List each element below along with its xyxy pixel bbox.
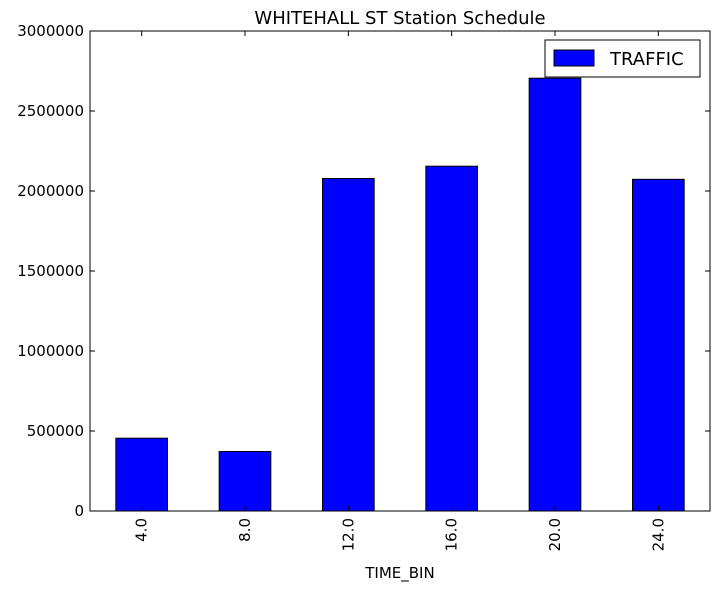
bar xyxy=(425,165,479,512)
y-tick-label: 500000 xyxy=(27,422,84,440)
y-tick-label: 1000000 xyxy=(17,342,84,360)
bar xyxy=(322,178,375,512)
x-tick-label: 4.0 xyxy=(133,518,151,542)
x-tick-label: 20.0 xyxy=(546,518,564,551)
x-tick-label: 24.0 xyxy=(649,518,667,551)
legend: TRAFFIC xyxy=(544,39,701,78)
y-tick-label: 0 xyxy=(74,502,84,520)
x-tick-label: 12.0 xyxy=(339,518,357,551)
bar xyxy=(632,178,685,512)
x-axis-label: TIME_BIN xyxy=(364,564,434,583)
y-tick-label: 3000000 xyxy=(17,22,84,40)
x-tick-label: 8.0 xyxy=(236,518,254,542)
legend-swatch xyxy=(553,49,595,67)
bar xyxy=(218,450,272,512)
x-tick-label: 16.0 xyxy=(443,518,461,551)
y-tick-label: 2500000 xyxy=(17,102,84,120)
bar xyxy=(528,77,582,512)
y-tick-label: 2000000 xyxy=(17,182,84,200)
legend-label: TRAFFIC xyxy=(609,49,684,70)
bar xyxy=(115,437,169,512)
ticks-group: 0 500000 1000000 1500000 2000000 2500000 30000… xyxy=(17,22,710,551)
y-tick-label: 1500000 xyxy=(17,262,84,280)
chart-title: WHITEHALL ST Station Schedule xyxy=(254,8,545,29)
plot-frame xyxy=(89,30,711,512)
bars-group xyxy=(115,77,685,512)
